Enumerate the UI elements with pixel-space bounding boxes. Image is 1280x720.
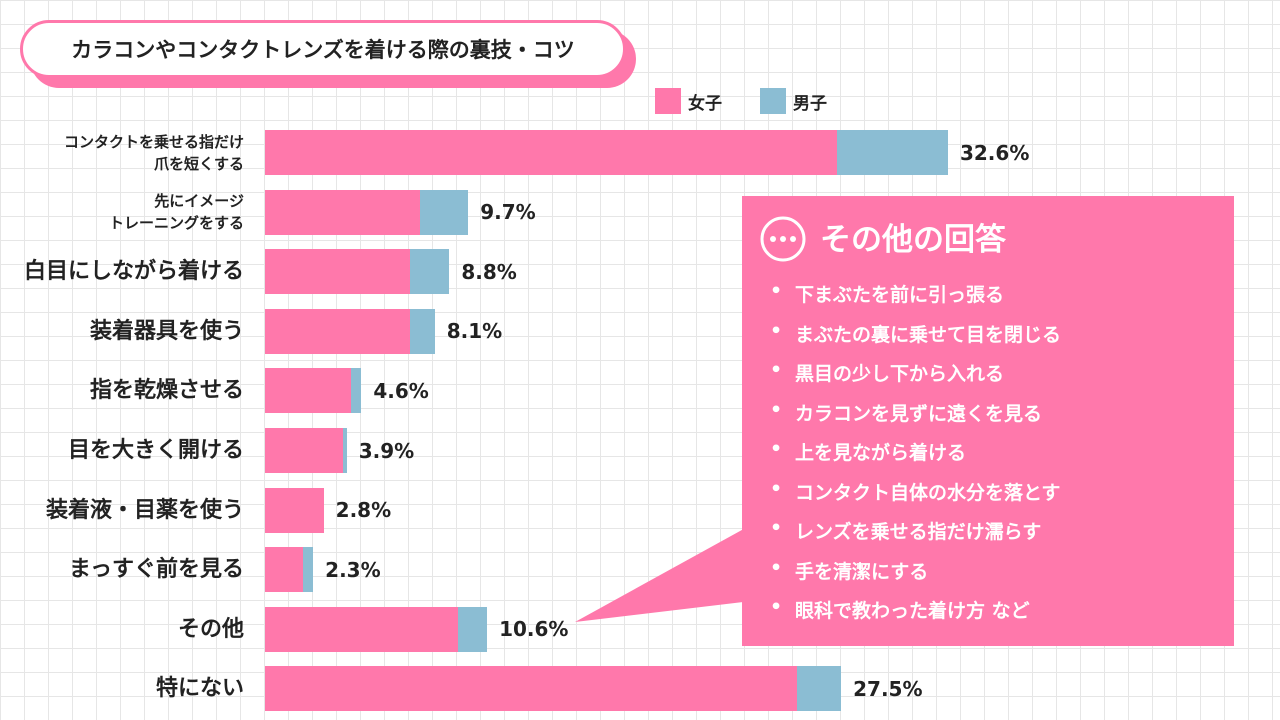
callout-item: • — [770, 280, 783, 302]
chart-title: カラコンやコンタクトレンズを着ける際の裏技・コツ — [20, 20, 626, 78]
total-label: 2.3% — [325, 557, 381, 582]
callout-item: 下まぶたを前に引っ張る — [795, 284, 1005, 306]
total-label: 2.8% — [335, 498, 392, 523]
callout-item: 上を見ながら着ける — [795, 442, 967, 464]
callout-item: • — [770, 477, 783, 500]
bar-segment — [265, 547, 303, 593]
legend-label: 女子 — [688, 94, 722, 114]
bar-segment — [350, 368, 362, 414]
bar-segment — [265, 308, 410, 354]
category-label: 特にない — [155, 676, 244, 702]
total-label: 32.6% — [959, 140, 1030, 165]
category-label: まっすぐ前を見る — [68, 557, 244, 583]
callout-item: • — [770, 438, 783, 460]
category-label: 白目にしながら着ける — [23, 259, 244, 285]
bar-segment — [265, 130, 837, 175]
category-label: コンタクトを乗せる指だけ 爪を短くする — [63, 132, 244, 173]
callout-item: カラコンを見ずに遠くを見る — [795, 402, 1043, 425]
callout-item: 手を清潔にする — [795, 560, 929, 583]
total-label: 8.1% — [446, 319, 503, 344]
legend-swatch — [655, 88, 681, 114]
bar-segment — [265, 368, 351, 414]
total-label: 27.5% — [853, 676, 923, 701]
bar-segment — [420, 189, 469, 235]
callout-item: • — [770, 398, 783, 421]
category-label: 装着器具を使う — [89, 318, 244, 344]
category-label: 先にイメージ トレーニングをする — [108, 192, 244, 233]
category-label: 目を大きく開ける — [67, 438, 244, 463]
bar-segment — [342, 428, 347, 473]
bar-segment — [265, 249, 410, 295]
bar-segment — [265, 666, 798, 712]
callout-icon — [760, 216, 806, 262]
bar-segment — [265, 428, 343, 473]
callout-item: • — [770, 517, 783, 539]
total-label: 9.7% — [480, 200, 536, 225]
callout-box — [742, 196, 1234, 646]
total-label: 10.6% — [499, 617, 569, 642]
bar-segment — [265, 189, 421, 235]
bar-segment — [797, 666, 842, 712]
bar-segment — [836, 130, 948, 175]
callout-item: 黒目の少し下から入れる — [795, 363, 1005, 385]
legend-label: 男子 — [793, 94, 827, 114]
bar-segment — [457, 606, 488, 652]
callout-item: 眼科で教わった着け方 など — [795, 600, 1030, 622]
total-label: 4.6% — [373, 378, 429, 403]
callout-item: • — [770, 359, 783, 381]
callout-title: その他の回答 — [820, 222, 1006, 258]
bar-segment — [409, 249, 450, 295]
category-label: 装着液・目薬を使う — [45, 497, 244, 523]
bar-segment — [409, 308, 435, 354]
callout-item: • — [770, 556, 783, 579]
callout-item: • — [770, 319, 783, 342]
bar-segment — [265, 606, 458, 652]
category-label: 指を乾燥させる — [89, 378, 244, 404]
total-label: 8.8% — [461, 259, 517, 284]
category-label: その他 — [177, 616, 244, 642]
callout-item: • — [770, 596, 783, 618]
bar-segment — [265, 487, 324, 533]
pointer — [575, 520, 760, 622]
legend-swatch — [760, 88, 786, 114]
bar-segment — [302, 547, 314, 593]
callout-item: レンズを乗せる指だけ濡らす — [795, 521, 1042, 543]
total-label: 3.9% — [358, 438, 415, 463]
callout-item: まぶたの裏に乗せて目を閉じる — [795, 323, 1062, 346]
callout-item: コンタクト自体の水分を落とす — [795, 481, 1061, 504]
